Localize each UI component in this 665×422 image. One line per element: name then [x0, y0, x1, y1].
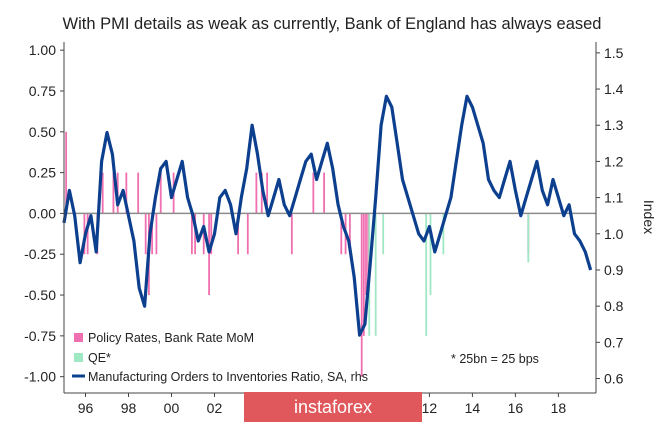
y-left-tick-label-0: 1.00 — [29, 42, 56, 58]
y-left-tick-label-3: 0.25 — [29, 165, 56, 181]
y-left-tick-label-5: -0.25 — [24, 246, 56, 262]
x-tick-label-6: 16 — [508, 400, 524, 416]
qe-bar-5 — [442, 213, 445, 255]
y-left-ticks: 1.00 0.75 0.50 0.25 0.00 -0.25 -0.50 -0.75 -1.00 — [24, 42, 64, 385]
policy-bar-24 — [266, 172, 269, 214]
note-text: * 25bn = 25 bps — [451, 352, 539, 366]
y-right-tick-label-2: 1.3 — [604, 117, 624, 133]
x-tick-label-2: 00 — [164, 400, 180, 416]
qe-bar-1 — [374, 213, 377, 336]
policy-bar-21 — [246, 213, 249, 255]
y-right-ticks: 1.5 1.4 1.3 1.2 1.1 1.0 0.9 0.8 0.7 0.6 — [596, 45, 624, 387]
legend-swatch-qe — [74, 353, 83, 362]
policy-bar-16 — [194, 213, 197, 255]
policy-bar-0 — [65, 131, 68, 214]
y-right-tick-label-3: 1.2 — [604, 153, 624, 169]
policy-bar-4 — [101, 172, 104, 214]
series-line-ratio — [62, 94, 593, 337]
policy-bar-20 — [237, 213, 240, 255]
legend-label-ratio: Manufacturing Orders to Inventories Rati… — [88, 370, 368, 384]
qe-bar-3 — [425, 213, 428, 336]
watermark-text: instaforex — [294, 397, 372, 417]
x-tick-label-5: 14 — [465, 400, 481, 416]
policy-bar-22 — [255, 172, 258, 214]
qe-bar-6 — [527, 213, 530, 263]
x-ticks: 96 98 00 02 12 14 16 18 — [78, 393, 567, 416]
y-right-tick-label-4: 1.1 — [604, 190, 624, 206]
policy-bar-18 — [208, 213, 210, 296]
y-right-tick-label-9: 0.6 — [604, 371, 624, 387]
y-right-tick-label-8: 0.7 — [604, 334, 624, 350]
y-left-tick-label-4: 0.00 — [29, 205, 56, 221]
qe-bar-4 — [429, 213, 432, 296]
x-tick-label-0: 96 — [78, 400, 94, 416]
policy-bar-9 — [144, 213, 147, 255]
y-left-tick-label-6: -0.50 — [24, 287, 56, 303]
policy-bar-19 — [210, 213, 213, 255]
policy-bar-15 — [190, 213, 193, 255]
y-right-tick-label-1: 1.4 — [604, 81, 624, 97]
chart-title: With PMI details as weak as currently, B… — [63, 15, 602, 33]
policy-bar-25 — [290, 213, 293, 255]
y-left-tick-label-2: 0.50 — [29, 124, 56, 140]
x-tick-label-7: 18 — [551, 400, 567, 416]
policy-bar-28 — [340, 213, 343, 255]
y-right-tick-label-6: 0.9 — [604, 262, 624, 278]
policy-bar-32 — [362, 213, 365, 336]
y-left-tick-label-1: 0.75 — [29, 83, 56, 99]
policy-bar-33 — [365, 213, 367, 296]
legend-label-qe: QE* — [88, 351, 111, 365]
policy-bar-31 — [360, 213, 363, 377]
y-right-axis-title: Index — [641, 200, 657, 234]
bars-group — [65, 131, 530, 377]
x-tick-label-3: 02 — [207, 400, 223, 416]
watermark-banner — [244, 392, 422, 422]
policy-bar-2 — [86, 213, 89, 255]
policy-bar-11 — [151, 213, 154, 255]
policy-bar-30 — [348, 213, 351, 255]
policy-bar-5 — [112, 172, 115, 214]
y-right-tick-label-0: 1.5 — [604, 45, 624, 61]
policy-bar-27 — [323, 172, 325, 214]
legend-swatch-policy — [74, 333, 83, 342]
policy-bar-26 — [312, 172, 315, 214]
policy-bar-7 — [125, 172, 128, 214]
y-right-tick-label-5: 1.0 — [604, 226, 624, 242]
legend: Policy Rates, Bank Rate MoM QE* Manufact… — [72, 331, 368, 384]
y-left-tick-label-7: -0.75 — [24, 328, 56, 344]
policy-bar-34 — [367, 213, 370, 296]
y-right-tick-label-7: 0.8 — [604, 298, 624, 314]
x-tick-label-1: 98 — [121, 400, 137, 416]
x-tick-label-4: 12 — [422, 400, 438, 416]
policy-bar-12 — [155, 213, 158, 255]
qe-bar-2 — [382, 213, 385, 255]
policy-bar-13 — [159, 172, 162, 214]
y-left-tick-label-8: -1.00 — [24, 369, 56, 385]
legend-label-policy: Policy Rates, Bank Rate MoM — [88, 331, 254, 345]
policy-bar-8 — [137, 172, 140, 214]
